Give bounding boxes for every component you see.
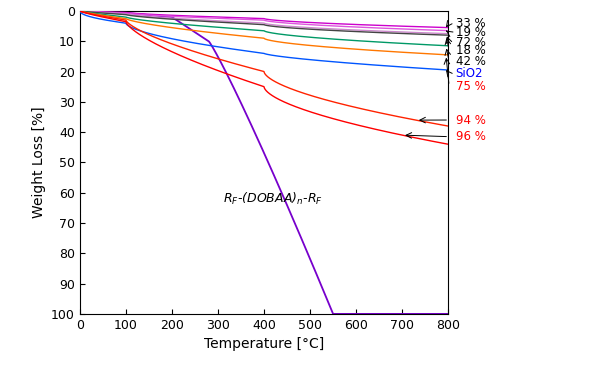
Text: 19 %: 19 % [456, 26, 486, 39]
Y-axis label: Weight Loss [%]: Weight Loss [%] [31, 107, 45, 218]
Text: 42 %: 42 % [456, 55, 486, 68]
Text: SiO2: SiO2 [456, 68, 483, 80]
Text: 96 %: 96 % [456, 130, 486, 143]
Text: 72 %: 72 % [456, 36, 486, 49]
Text: 94 %: 94 % [456, 114, 486, 127]
Text: $R_F$-(DOBAA)$_n$-$R_F$: $R_F$-(DOBAA)$_n$-$R_F$ [222, 191, 322, 207]
Text: 18 %: 18 % [456, 44, 485, 57]
Text: 33 %: 33 % [456, 16, 485, 30]
X-axis label: Temperature [°C]: Temperature [°C] [204, 337, 324, 351]
Text: 75 %: 75 % [456, 80, 485, 93]
